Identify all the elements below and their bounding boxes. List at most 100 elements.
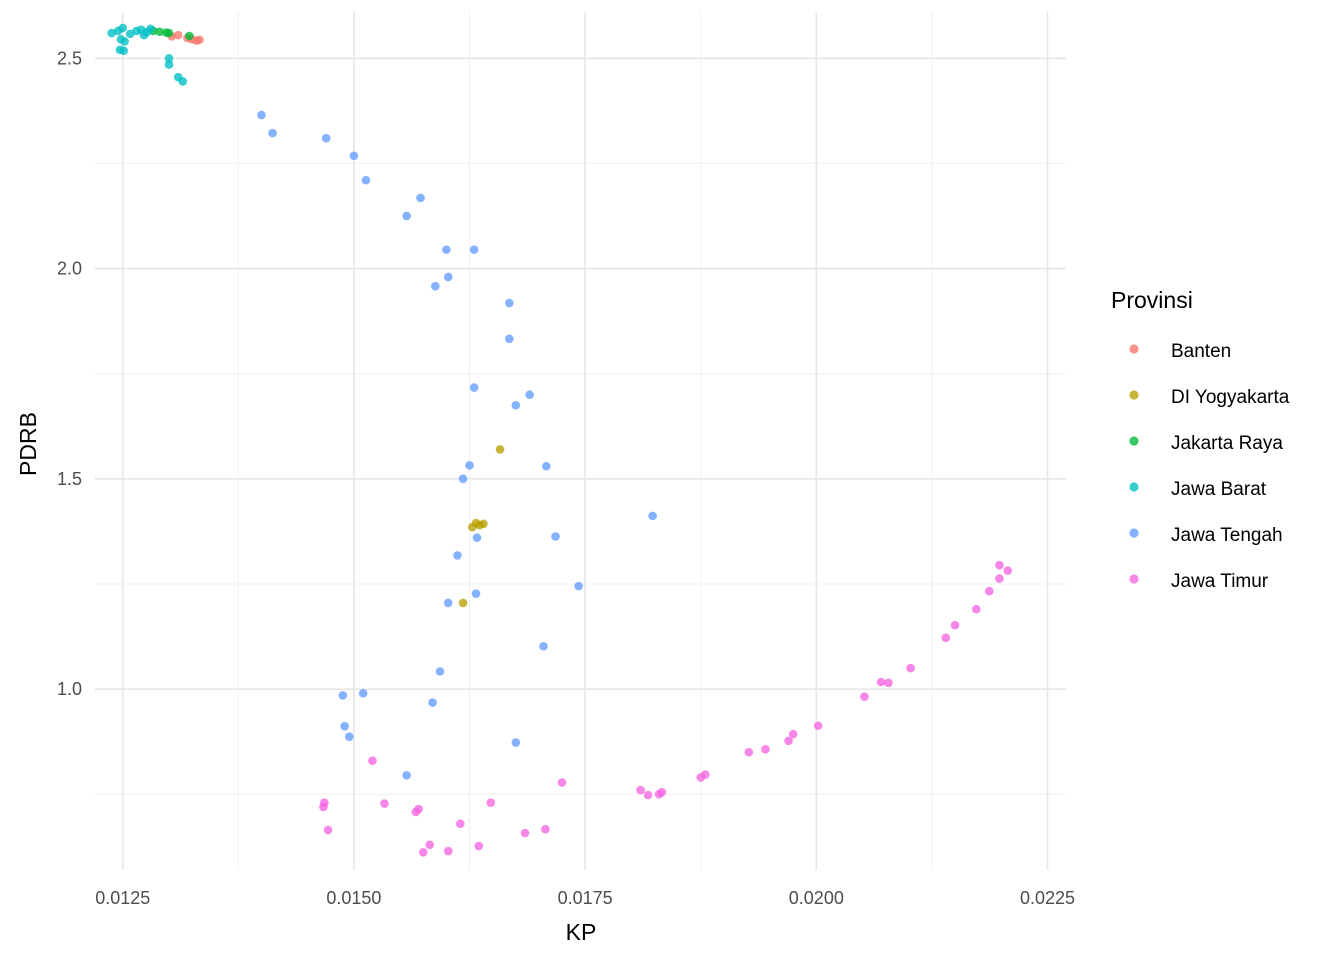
point-jawa-tengah [431,281,440,291]
y-tick-label: 1.0 [57,679,82,699]
point-jawa-tengah [471,589,481,598]
legend-key-banten [1129,344,1139,354]
point-di-yogyakarta [468,522,477,532]
legend-key-jakarta-raya [1129,436,1139,446]
point-jawa-timur [643,790,653,800]
point-jawa-timur [319,802,328,812]
point-jawa-timur [884,678,893,688]
point-jawa-timur [906,663,915,673]
point-jawa-timur [995,560,1004,570]
point-jawa-timur [784,736,793,746]
y-tick-label: 1.5 [57,469,82,489]
point-banten [173,30,183,40]
point-jakarta-raya [185,31,194,41]
point-jawa-timur [414,804,423,814]
point-jawa-timur [941,633,951,643]
point-jawa-barat [146,24,155,34]
x-axis-title: KP [566,919,597,945]
point-jawa-barat [119,46,128,55]
point-jawa-tengah [321,133,331,143]
legend: Provinsi Banten DI Yogyakarta Jakarta Raya… [1111,287,1290,592]
point-di-yogyakarta [458,598,468,608]
point-jawa-tengah [340,721,349,731]
point-jawa-timur [995,574,1004,583]
point-jawa-tengah [469,383,479,392]
point-jawa-tengah [551,532,560,541]
point-jawa-timur [971,604,981,614]
point-jawa-tengah [525,390,534,400]
point-jawa-timur [557,778,567,787]
x-axis-tick-labels: 0.0125 0.0150 0.0175 0.0200 0.0225 [95,888,1075,908]
point-jawa-tengah [402,211,411,221]
x-tick-label: 0.0175 [558,888,613,908]
legend-label-jakarta-raya: Jakarta Raya [1171,433,1283,454]
point-jawa-timur [744,747,754,757]
point-jawa-timur [520,828,530,838]
point-jawa-barat [139,30,149,40]
point-jawa-tengah [358,689,368,698]
point-jawa-timur [950,620,960,630]
point-di-yogyakarta [479,519,488,529]
minor-gridlines [95,12,1066,870]
point-jawa-tengah [361,175,371,185]
point-banten [195,35,204,45]
point-jawa-tengah [469,245,479,254]
point-jawa-timur [474,841,484,851]
point-jawa-timur [418,848,428,857]
legend-label-jawa-timur: Jawa Timur [1171,571,1269,592]
legend-label-jawa-barat: Jawa Barat [1171,479,1267,500]
point-jawa-tengah [428,698,437,707]
point-jawa-timur [984,586,994,596]
major-gridlines [95,12,1066,870]
point-di-yogyakarta [495,445,505,454]
legend-title: Provinsi [1111,287,1193,313]
point-jawa-tengah [541,461,551,471]
point-jawa-timur [813,721,823,731]
legend-key-jawa-barat [1129,482,1139,492]
point-jawa-tengah [443,598,453,608]
point-jawa-timur [541,824,550,834]
y-axis-tick-labels: 1.0 1.5 2.0 2.5 [57,48,82,699]
point-jawa-barat [120,37,129,46]
point-jawa-timur [788,729,798,739]
legend-key-di-yogyakarta [1129,390,1139,400]
point-jawa-timur [876,677,886,687]
point-jakarta-raya [155,27,165,37]
x-tick-label: 0.0225 [1020,888,1075,908]
data-points [107,23,1013,857]
x-tick-label: 0.0200 [789,888,844,908]
point-jawa-timur [323,825,333,835]
point-jawa-tengah [574,581,583,591]
point-jawa-timur [443,846,453,856]
point-jawa-tengah [268,128,277,138]
point-jawa-tengah [504,334,514,344]
y-tick-label: 2.5 [57,48,82,68]
point-jawa-timur [425,840,435,850]
legend-label-banten: Banten [1171,341,1231,362]
point-jawa-tengah [442,245,451,254]
point-jawa-tengah [472,533,482,543]
point-jawa-tengah [539,641,548,651]
point-jawa-timur [455,819,465,829]
point-jawa-timur [486,798,496,808]
point-jawa-tengah [458,474,468,484]
point-jawa-timur [1003,566,1013,575]
point-jawa-tengah [402,771,411,780]
point-jawa-timur [860,692,869,702]
point-jawa-timur [701,770,710,779]
point-jawa-tengah [453,551,462,560]
point-jawa-tengah [465,461,474,470]
point-jawa-barat [107,28,116,38]
point-jawa-barat [125,29,135,39]
point-jawa-tengah [648,511,657,521]
point-jawa-barat [164,60,174,69]
point-jawa-tengah [338,691,348,700]
point-jawa-tengah [345,732,354,741]
legend-label-jawa-tengah: Jawa Tengah [1171,525,1283,546]
legend-key-jawa-tengah [1129,528,1139,538]
point-jawa-barat [178,77,188,86]
point-jawa-timur [657,787,667,797]
point-jawa-timur [380,799,389,808]
legend-label-di-yogyakarta: DI Yogyakarta [1171,387,1290,408]
